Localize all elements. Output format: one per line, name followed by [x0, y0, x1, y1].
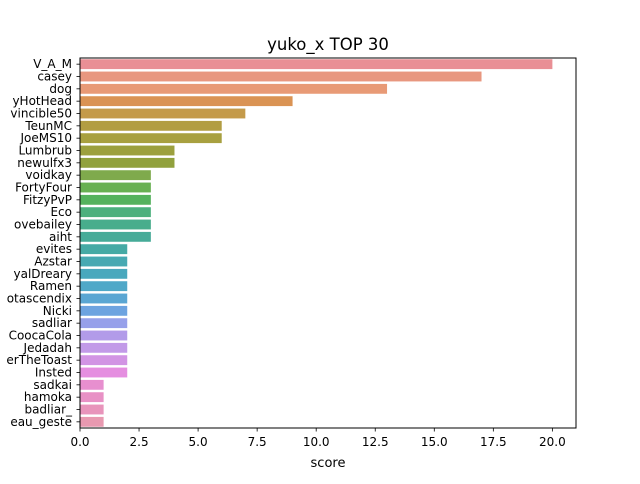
bar [80, 293, 128, 304]
bar [80, 416, 104, 427]
y-tick-label: Nicki [43, 304, 72, 318]
bar [80, 108, 246, 119]
bar [80, 256, 128, 267]
x-tick-label: 7.5 [248, 435, 267, 449]
y-tick-label: Azstar [34, 255, 72, 269]
x-ticks: 0.0 2.5 5.0 7.5 10.0 12.5 15.0 17.5 20.0 [70, 428, 566, 449]
bar [80, 342, 128, 353]
x-tick-label: 15.0 [421, 435, 448, 449]
bar [80, 145, 175, 156]
y-tick-label: eau_geste [10, 415, 72, 429]
bar [80, 244, 128, 255]
y-tick-label: FitzyPvP [23, 193, 72, 207]
y-tick-label: ovebailey [14, 218, 72, 232]
bar [80, 219, 151, 230]
y-tick-label: hamoka [24, 390, 72, 404]
chart-title: yuko_x TOP 30 [267, 35, 389, 55]
bar [80, 367, 128, 378]
y-tick-label: Eco [50, 205, 72, 219]
bar [80, 318, 128, 329]
bar [80, 182, 151, 193]
y-tick-label: newulfx3 [17, 156, 72, 170]
bar [80, 157, 175, 168]
y-tick-label: dog [49, 82, 72, 96]
x-tick-label: 20.0 [539, 435, 566, 449]
y-tick-label: V_A_M [33, 57, 72, 71]
y-tick-label: TeunMC [24, 119, 72, 133]
bar [80, 83, 388, 94]
y-tick-label: badliar_ [24, 403, 73, 417]
bar [80, 392, 104, 403]
bar [80, 305, 128, 316]
y-tick-label: voidkay [25, 168, 72, 182]
bar [80, 330, 128, 341]
bar [80, 404, 104, 415]
y-tick-label: FortyFour [15, 181, 72, 195]
bar-group [80, 59, 553, 427]
x-axis-label: score [311, 456, 346, 471]
bar [80, 170, 151, 181]
y-tick-label: Lumbrub [18, 144, 72, 158]
bar [80, 268, 128, 279]
y-tick-label: yHotHead [12, 94, 72, 108]
y-tick-label: Insted [35, 366, 72, 380]
y-tick-labels: V_A_McaseydogyHotHeadvincible50TeunMCJoe… [6, 57, 80, 429]
bar [80, 281, 128, 292]
y-tick-label: CoocaCola [9, 329, 72, 343]
bar [80, 133, 222, 144]
x-tick-label: 17.5 [480, 435, 507, 449]
axes-frame [79, 57, 577, 429]
y-tick-label: JoeMS10 [19, 131, 72, 145]
bar [80, 379, 104, 390]
y-tick-label: casey [37, 70, 72, 84]
bar [80, 71, 482, 82]
y-tick-label: Ramen [30, 279, 72, 293]
y-tick-label: evites [36, 242, 72, 256]
x-tick-label: 10.0 [303, 435, 330, 449]
x-tick-label: 5.0 [189, 435, 208, 449]
bar [80, 355, 128, 366]
x-tick-label: 12.5 [362, 435, 389, 449]
y-tick-label: erTheToast [6, 353, 72, 367]
bar [80, 207, 151, 218]
bar [80, 231, 151, 242]
bar [80, 59, 553, 70]
x-tick-label: 0.0 [70, 435, 89, 449]
y-tick-label: aiht [49, 230, 72, 244]
y-tick-label: yalDreary [14, 267, 72, 281]
y-tick-label: sadkai [33, 378, 72, 392]
y-tick-label: otascendix [7, 292, 72, 306]
bar [80, 194, 151, 205]
y-tick-label: Jedadah [23, 341, 72, 355]
bar [80, 120, 222, 131]
y-tick-label: sadliar [32, 316, 72, 330]
bar [80, 96, 293, 107]
y-tick-label: vincible50 [10, 107, 72, 121]
x-tick-label: 2.5 [130, 435, 149, 449]
